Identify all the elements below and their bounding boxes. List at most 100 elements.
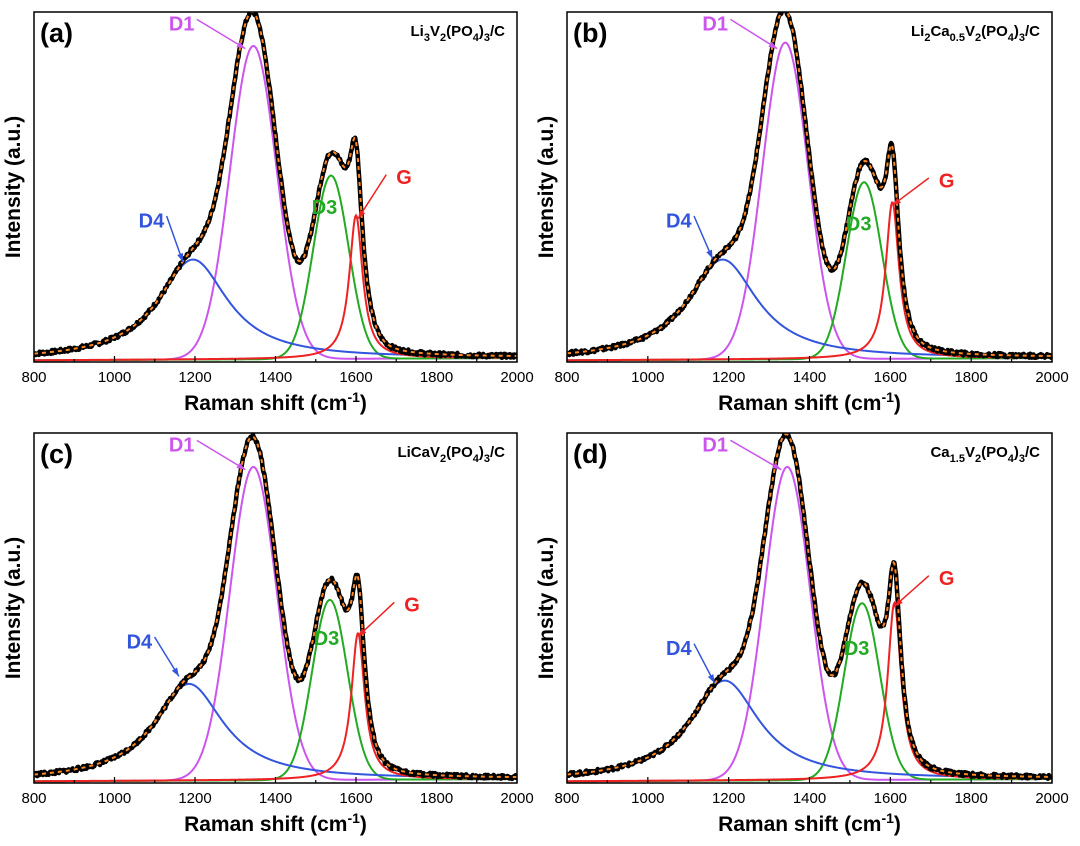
panel-d: D1 D4 D3 G 800 1000 1200 1400 1600 1800 2000 Raman …: [535, 432, 1069, 836]
annotation-arrowhead-d4: [177, 253, 184, 262]
panel-label: (c): [40, 439, 73, 469]
peak-g-curve: [567, 600, 1052, 783]
x-tick-label: 1400: [259, 369, 292, 386]
plot-area: [34, 433, 517, 783]
y-axis-title: Intensity (a.u.): [535, 537, 558, 679]
annotation-arrowhead-d4: [707, 674, 715, 683]
fitted-envelope: [567, 12, 1052, 357]
experimental-spectrum: [567, 433, 1052, 781]
x-tick-label: 1000: [631, 369, 664, 386]
panel-b: D1 D4 D3 G 800 1000 1200 1400 1600 1800 2000 Raman …: [535, 11, 1069, 415]
x-tick-label: 1800: [954, 790, 987, 807]
plot-area: [34, 12, 517, 362]
x-tick-label: 1800: [420, 369, 453, 386]
panel-label: (b): [573, 18, 607, 48]
panel-label: (a): [40, 18, 73, 48]
annotation-arrowhead-d4: [171, 667, 179, 677]
x-tick-label: 1000: [98, 369, 131, 386]
x-tick-label: 2000: [1035, 369, 1068, 386]
plot-frame: [33, 11, 518, 363]
peak-label-d3: D3: [846, 214, 872, 236]
x-tick-label: 1400: [793, 369, 826, 386]
peak-label-g: G: [939, 568, 955, 590]
peak-d3-curve: [34, 174, 517, 362]
peak-d1-curve: [567, 465, 1052, 783]
peak-label-d4: D4: [666, 638, 692, 660]
y-axis-title: Intensity (a.u.): [2, 116, 25, 258]
annotation-arrowhead-g: [894, 598, 903, 607]
x-tick-label: 1200: [712, 790, 745, 807]
peak-label-d3: D3: [844, 638, 870, 660]
peak-label-g: G: [939, 170, 955, 192]
panel-a: D1 D4 D3 G 800 1000 1200 1400 1600 1800 2000 Raman …: [2, 11, 534, 415]
peak-label-d1: D1: [702, 435, 728, 457]
peak-d1-curve: [34, 44, 517, 362]
annotation-arrowhead-g: [358, 628, 367, 637]
x-tick-label: 1000: [631, 790, 664, 807]
peak-d1-curve: [34, 465, 517, 783]
peak-label-d4: D4: [127, 631, 153, 653]
peak-d3-curve: [567, 602, 1052, 783]
annotation-arrow-d1: [729, 18, 778, 50]
y-axis-title: Intensity (a.u.): [2, 537, 25, 679]
plot-frame: [33, 432, 518, 784]
experimental-spectrum: [34, 12, 517, 361]
panel-label: (d): [573, 439, 607, 469]
x-tick-label: 2000: [500, 369, 533, 386]
x-axis-title: Raman shift (cm-1): [718, 810, 901, 836]
peak-label-d1: D1: [169, 14, 195, 36]
x-tick-label: 1400: [793, 790, 826, 807]
plot-frame: [566, 432, 1053, 784]
annotation-arrowhead-d1: [768, 41, 778, 49]
annotation-arrowhead-d1: [772, 462, 782, 470]
peak-label-g: G: [396, 167, 412, 189]
x-tick-label: 2000: [1035, 790, 1068, 807]
peak-d1-curve: [567, 41, 1052, 362]
peak-label-d4: D4: [666, 210, 692, 232]
peak-d3-curve: [34, 598, 517, 783]
x-tick-label: 800: [554, 369, 579, 386]
x-tick-label: 1600: [339, 369, 372, 386]
peak-label-d3: D3: [314, 628, 340, 650]
y-axis-title: Intensity (a.u.): [535, 116, 558, 258]
x-tick-label: 1600: [874, 369, 907, 386]
annotation-arrow-d1: [196, 18, 246, 50]
panel-c: D1 D4 D3 G 800 1000 1200 1400 1600 1800 2000 Raman …: [2, 432, 534, 836]
sample-label: LiCaV2(PO4)3/C: [397, 444, 505, 465]
peak-label-d3: D3: [312, 197, 338, 219]
fitted-envelope: [567, 433, 1052, 778]
annotation-arrow-d1: [730, 439, 782, 471]
x-tick-label: 800: [21, 790, 46, 807]
peak-label-g: G: [404, 595, 420, 617]
annotation-arrow-g: [357, 174, 387, 220]
x-tick-label: 1600: [339, 790, 372, 807]
annotation-arrowhead-g: [892, 197, 901, 206]
annotation-arrowhead-d1: [236, 462, 246, 470]
x-tick-label: 1600: [874, 790, 907, 807]
fitted-envelope: [34, 12, 517, 357]
peak-d3-curve: [567, 181, 1052, 362]
x-tick-label: 1800: [954, 369, 987, 386]
plot-area: [567, 12, 1052, 362]
x-tick-label: 1800: [420, 790, 453, 807]
peak-label-d4: D4: [139, 210, 165, 232]
peak-label-d1: D1: [169, 435, 195, 457]
x-tick-label: 1200: [178, 369, 211, 386]
x-tick-label: 2000: [500, 790, 533, 807]
x-tick-label: 1200: [712, 369, 745, 386]
sample-label: Li2Ca0.5V2(PO4)3/C: [911, 23, 1040, 44]
peak-label-d1: D1: [702, 14, 728, 36]
sample-label: Li3V2(PO4)3/C: [410, 23, 505, 44]
x-axis-title: Raman shift (cm-1): [184, 810, 367, 836]
x-tick-label: 1400: [259, 790, 292, 807]
plot-area: [567, 433, 1052, 783]
x-tick-label: 1200: [178, 790, 211, 807]
x-tick-label: 800: [21, 369, 46, 386]
x-tick-label: 800: [554, 790, 579, 807]
experimental-spectrum: [34, 433, 517, 782]
x-axis-title: Raman shift (cm-1): [184, 389, 367, 415]
annotation-arrowhead-d1: [236, 41, 246, 49]
annotation-arrowhead-g: [358, 209, 366, 219]
x-axis-title: Raman shift (cm-1): [718, 389, 901, 415]
